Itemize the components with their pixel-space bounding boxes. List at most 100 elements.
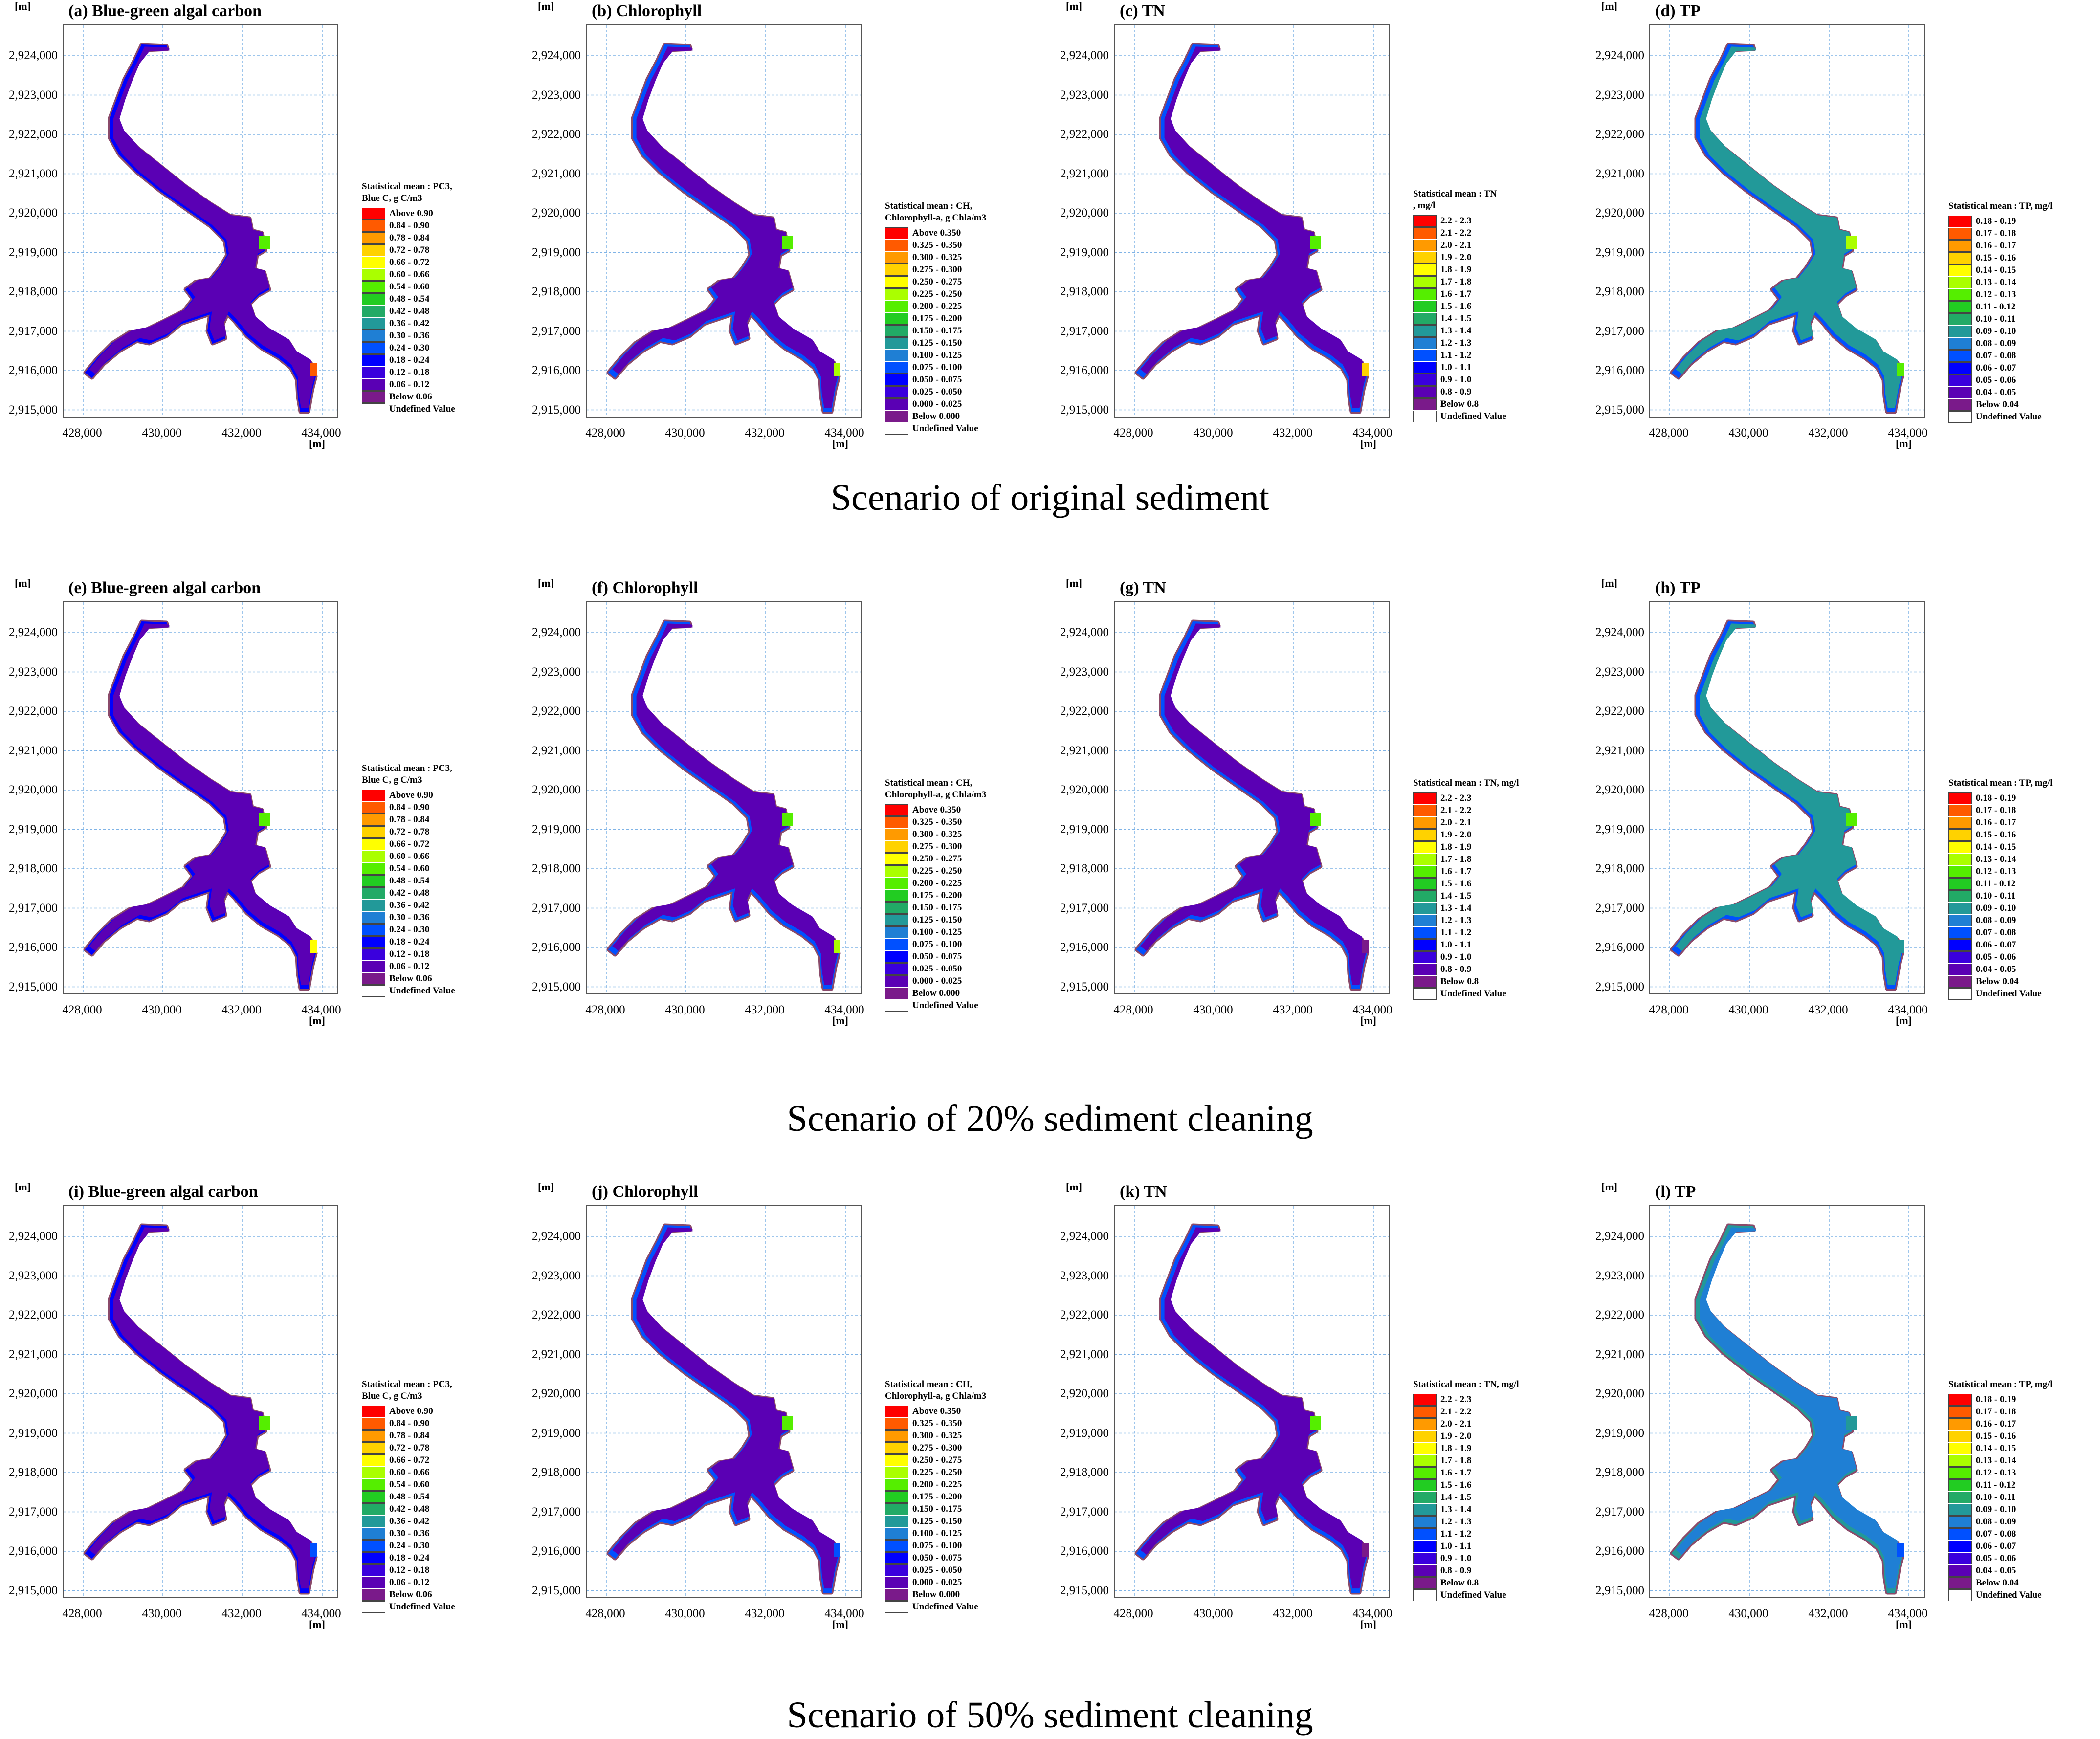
y-unit-label: [m] — [538, 577, 554, 589]
legend-entry: 0.84 - 0.90 — [362, 220, 455, 232]
hotspot-east-arm — [1362, 940, 1369, 953]
legend-title: Chlorophyll-a, g Chla/m3 — [885, 790, 987, 800]
y-tick-label: 2,924,000 — [532, 49, 581, 62]
legend-label: 0.24 - 0.30 — [389, 342, 430, 353]
legend-entry: 0.07 - 0.08 — [1948, 350, 2053, 362]
legend-label: 1.2 - 1.3 — [1440, 915, 1472, 925]
legend-entry: 0.66 - 0.72 — [362, 1454, 455, 1466]
y-tick-label: 2,922,000 — [1060, 128, 1109, 141]
legend-label: 0.150 - 0.175 — [912, 325, 962, 336]
legend-swatch — [1948, 325, 1972, 337]
legend-entry: 0.000 - 0.025 — [885, 398, 986, 410]
legend-swatch — [1413, 264, 1437, 276]
legend-title: Statistical mean : TN, mg/l — [1413, 778, 1519, 788]
legend-label: 0.10 - 0.11 — [1976, 1492, 2016, 1502]
legend-entry: Below 0.000 — [885, 987, 986, 999]
map-panel-h: [m] (h) TP 2,924,000 2,923,000 2,922,000 2,92… — [1587, 577, 2100, 1027]
legend-label: 0.04 - 0.05 — [1976, 1565, 2016, 1576]
legend-entry: 0.300 - 0.325 — [885, 251, 986, 264]
legend-entry: Undefined Value — [1413, 1589, 1519, 1601]
legend-title: Statistical mean : CH, — [885, 1379, 973, 1389]
x-tick-label: 430,000 — [142, 1003, 182, 1016]
hotspot-tributary — [1846, 236, 1857, 249]
y-tick-label: 2,916,000 — [1595, 1544, 1644, 1558]
x-tick-label: 434,000 — [1352, 1607, 1393, 1620]
river-body — [89, 46, 316, 408]
legend-label: 0.15 - 0.16 — [1976, 829, 2016, 840]
legend-swatch — [1948, 301, 1972, 313]
legend: Statistical mean : TN, mg/l 2.2 - 2.3 2.1 … — [1413, 188, 1506, 422]
legend-label: 0.04 - 0.05 — [1976, 387, 2016, 397]
y-tick-label: 2,920,000 — [532, 206, 581, 220]
x-tick-label: 428,000 — [585, 1003, 625, 1016]
x-tick-label: 434,000 — [1888, 1607, 1928, 1620]
y-tick-label: 2,921,000 — [1595, 167, 1644, 180]
legend-entry: Undefined Value — [362, 403, 455, 415]
legend-label: 0.05 - 0.06 — [1976, 1553, 2016, 1563]
x-tick-label: 430,000 — [1193, 1003, 1233, 1016]
legend-label: 1.8 - 1.9 — [1440, 841, 1472, 852]
legend-entry: 0.225 - 0.250 — [885, 865, 986, 877]
legend-swatch — [885, 999, 908, 1012]
legend-label: 0.300 - 0.325 — [912, 1430, 962, 1441]
legend-entry: 0.9 - 1.0 — [1413, 951, 1519, 963]
hotspot-east-arm — [1897, 363, 1904, 376]
legend-swatch — [362, 936, 385, 948]
legend-swatch — [1413, 239, 1437, 251]
legend-swatch — [1948, 926, 1972, 939]
legend-swatch — [885, 374, 908, 386]
legend-swatch — [1948, 914, 1972, 926]
legend-swatch — [885, 1564, 908, 1576]
legend-label: 0.24 - 0.30 — [389, 924, 430, 935]
legend-label: 0.14 - 0.15 — [1976, 1443, 2016, 1453]
legend-entry: 0.24 - 0.30 — [362, 1540, 455, 1552]
legend-swatch — [1413, 349, 1437, 361]
legend-swatch — [1948, 276, 1972, 288]
legend-label: 0.10 - 0.11 — [1976, 313, 2016, 324]
y-tick-label: 2,916,000 — [1595, 941, 1644, 954]
legend-entry: 0.325 - 0.350 — [885, 1417, 986, 1430]
legend-swatch — [1413, 853, 1437, 865]
panel-title: (g) TN — [1120, 579, 1166, 597]
x-tick-label: 428,000 — [1649, 426, 1689, 440]
legend-entry: 0.12 - 0.18 — [362, 366, 455, 378]
legend: Statistical mean : CH, Chlorophyll-a, g C… — [885, 1379, 986, 1613]
legend-label: 2.1 - 2.2 — [1440, 1406, 1472, 1417]
legend-label: 0.07 - 0.08 — [1976, 350, 2016, 361]
legend-title: Blue C, g C/m3 — [362, 775, 422, 785]
legend-label: 0.075 - 0.100 — [912, 362, 962, 373]
x-unit-label: [m] — [832, 1014, 848, 1027]
legend-swatch — [1413, 288, 1437, 300]
legend-entry: 1.5 - 1.6 — [1413, 878, 1519, 890]
legend-swatch — [362, 1417, 385, 1430]
map-panel-d: [m] (d) TP 2,924,000 2,923,000 2,922,000 2,92… — [1587, 0, 2100, 450]
legend-entry: 2.1 - 2.2 — [1413, 1406, 1519, 1418]
legend-swatch — [1413, 325, 1437, 337]
river-map — [64, 1206, 337, 1597]
legend-label: 2.0 - 2.1 — [1440, 1418, 1472, 1429]
legend-swatch — [1948, 1503, 1972, 1516]
legend-swatch — [1413, 1454, 1437, 1467]
map-panel-g: [m] (g) TN 2,924,000 2,923,000 2,922,000 2,92… — [1051, 577, 1574, 1027]
y-tick-label: 2,919,000 — [9, 822, 58, 836]
x-tick-label: 430,000 — [665, 1003, 705, 1016]
legend-label: 0.10 - 0.11 — [1976, 890, 2016, 901]
legend-swatch — [1948, 1442, 1972, 1454]
legend-swatch — [1413, 1442, 1437, 1454]
legend-entry: 0.100 - 0.125 — [885, 349, 986, 361]
legend-entry: 0.15 - 0.16 — [1948, 1430, 2053, 1442]
legend-label: 0.18 - 0.19 — [1976, 1394, 2016, 1405]
legend-swatch — [885, 987, 908, 999]
legend-entry: 1.7 - 1.8 — [1413, 1454, 1519, 1467]
legend-entry: 0.9 - 1.0 — [1413, 374, 1506, 386]
y-tick-label: 2,924,000 — [9, 1230, 58, 1243]
legend-entry: 1.1 - 1.2 — [1413, 1528, 1519, 1540]
x-tick-label: 430,000 — [1728, 426, 1768, 440]
legend-swatch — [885, 312, 908, 325]
legend-label: 1.4 - 1.5 — [1440, 313, 1472, 324]
legend-swatch — [1413, 386, 1437, 398]
legend-entry: 0.12 - 0.18 — [362, 1564, 455, 1576]
river-map — [1115, 25, 1389, 417]
y-tick-label: 2,916,000 — [1595, 364, 1644, 377]
x-tick-label: 432,000 — [1808, 1607, 1848, 1620]
